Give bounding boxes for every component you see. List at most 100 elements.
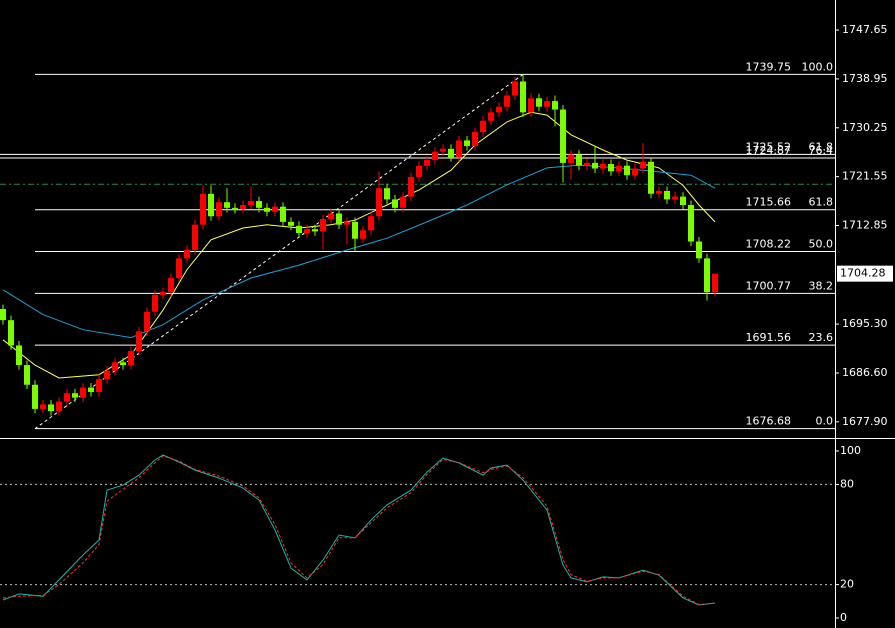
candle-body	[48, 404, 54, 412]
candle-body	[472, 131, 478, 147]
candle-body	[376, 188, 382, 217]
candle-body	[608, 164, 614, 172]
candle-body	[392, 199, 398, 208]
candle-body	[24, 365, 30, 385]
candle-body	[208, 193, 214, 217]
fib-level-label: 23.6	[809, 331, 834, 344]
fib-level-label: 100.0	[802, 60, 834, 73]
candle-body	[480, 120, 486, 132]
candle-body	[448, 148, 454, 158]
last-price-box	[837, 265, 893, 282]
y-tick-label: 1730.25	[842, 121, 888, 134]
candle-body	[128, 351, 134, 366]
candle-body	[184, 249, 190, 259]
candle-body	[64, 393, 70, 402]
fib-price-label: 1691.56	[746, 331, 792, 344]
fib-level-label: 38.2	[809, 279, 834, 292]
candle-body	[160, 292, 166, 295]
candle-body	[328, 213, 334, 220]
candle-body	[424, 160, 430, 166]
candle-body	[224, 202, 230, 208]
candle-body	[568, 154, 574, 163]
candle-body	[104, 370, 110, 380]
candle-body	[80, 387, 86, 398]
candle-body	[312, 229, 318, 232]
candle-body	[520, 81, 526, 113]
candle-body	[704, 258, 710, 293]
candle-body	[288, 221, 294, 226]
candle-body	[432, 151, 438, 161]
candle-body	[576, 154, 582, 166]
fib-price-label: 1676.68	[746, 415, 792, 428]
y-tick-label: 1712.85	[842, 219, 888, 232]
fib-level-label: 50.0	[809, 238, 834, 251]
candle-body	[136, 331, 142, 352]
y-tick-label: 1738.95	[842, 72, 888, 85]
candle-body	[296, 225, 302, 234]
candle-body	[440, 148, 446, 152]
candle-body	[120, 362, 126, 366]
fib-price-label: 1725.52	[746, 140, 792, 153]
candle-body	[176, 258, 182, 279]
y-tick-label: 0	[840, 611, 847, 624]
candle-body	[488, 112, 494, 121]
candle-body	[272, 206, 278, 212]
candle-body	[0, 308, 6, 321]
trend-line	[34, 73, 524, 430]
y-tick-label: 1677.90	[842, 415, 888, 428]
candle-body	[664, 190, 670, 200]
candle-body	[464, 140, 470, 147]
candle-body	[248, 201, 254, 206]
candle-body	[512, 81, 518, 96]
candle-body	[696, 241, 702, 259]
fib-level-label: 61.8	[809, 196, 834, 209]
candle-body	[168, 278, 174, 293]
candle-body	[688, 205, 694, 242]
candle-body	[648, 161, 654, 194]
candle-body	[200, 193, 206, 225]
y-tick-label: 1721.55	[842, 170, 888, 183]
candle-body	[624, 165, 630, 176]
candle-body	[408, 176, 414, 197]
candle-body	[504, 95, 510, 107]
candle-body	[632, 168, 638, 176]
y-tick-label: 1695.30	[842, 317, 888, 330]
candle-body	[32, 384, 38, 409]
candle-body	[456, 140, 462, 158]
candle-body	[552, 101, 558, 110]
candle-body	[56, 401, 62, 412]
candle-body	[304, 229, 310, 234]
candle-body	[368, 216, 374, 231]
fib-price-label: 1715.66	[746, 196, 792, 209]
candle-body	[528, 98, 534, 113]
fib-level-label: 0.0	[816, 415, 834, 428]
fib-price-label: 1724.87	[746, 144, 792, 157]
candle-body	[680, 196, 686, 206]
candle-body	[192, 224, 198, 250]
y-tick-label: 20	[840, 578, 854, 591]
candle-body	[640, 161, 646, 169]
candle-body	[320, 219, 326, 232]
candle-body	[112, 362, 118, 371]
candle-body	[712, 273, 718, 293]
candle-body	[8, 320, 14, 346]
candle-body	[216, 202, 222, 217]
candle-body	[144, 311, 150, 332]
candle-body	[616, 165, 622, 172]
candle-body	[16, 345, 22, 366]
candle-body	[240, 205, 246, 209]
last-price-label: 1704.28	[840, 267, 886, 280]
candle-body	[560, 109, 566, 163]
candle-body	[336, 213, 342, 225]
y-tick-label: 1747.65	[842, 23, 888, 36]
fib-level-label: 61.8	[809, 140, 834, 153]
y-tick-label: 1686.60	[842, 366, 888, 379]
candle-body	[344, 221, 350, 225]
candle-body	[256, 201, 262, 208]
candle-body	[536, 98, 542, 107]
fib-price-label: 1739.75	[746, 60, 792, 73]
candle-body	[384, 188, 390, 200]
